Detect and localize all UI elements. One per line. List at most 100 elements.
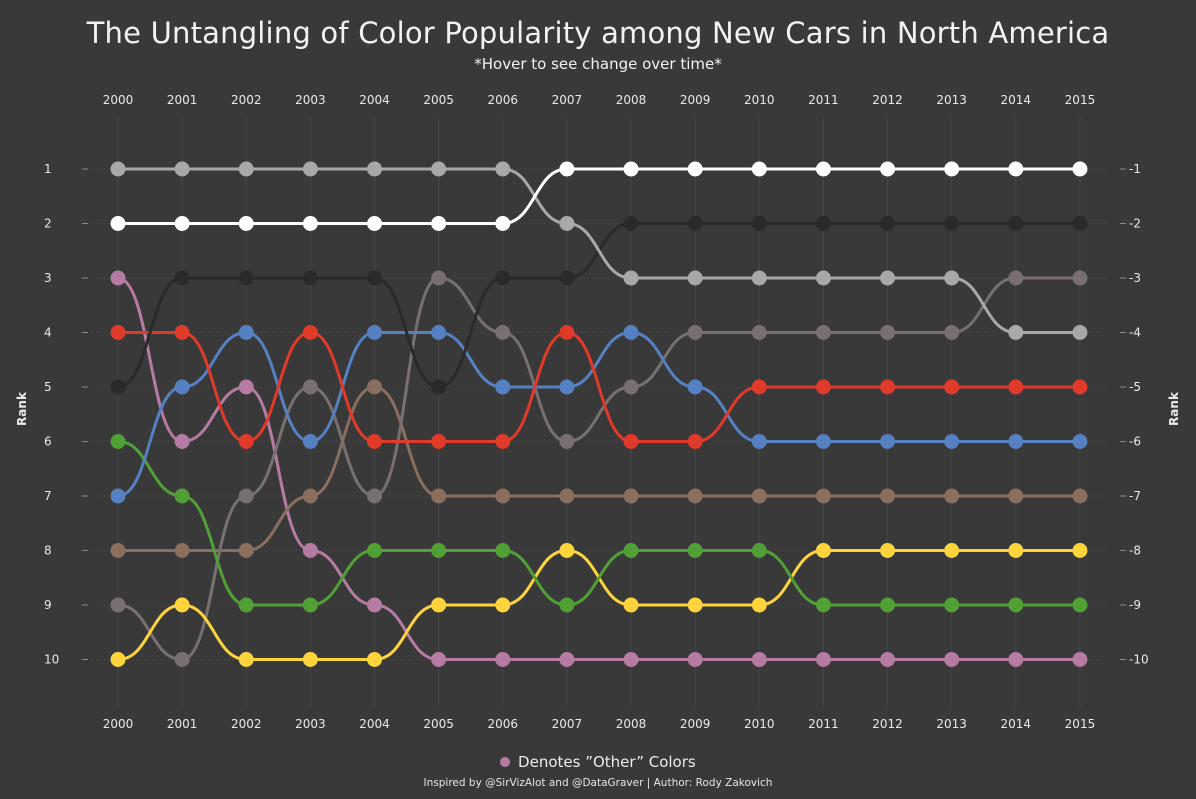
data-point[interactable]: [238, 216, 254, 231]
data-point[interactable]: [815, 488, 831, 504]
data-point[interactable]: [238, 488, 254, 504]
data-point[interactable]: [751, 379, 767, 395]
data-point[interactable]: [623, 488, 639, 504]
data-point[interactable]: [1008, 597, 1024, 613]
data-point[interactable]: [687, 161, 703, 177]
data-point[interactable]: [431, 216, 447, 231]
data-point[interactable]: [687, 216, 703, 231]
data-point[interactable]: [751, 161, 767, 177]
data-point[interactable]: [110, 216, 126, 231]
series-points[interactable]: [110, 161, 1088, 668]
data-point[interactable]: [431, 597, 447, 613]
series-line[interactable]: [116, 167, 1082, 226]
data-point[interactable]: [559, 543, 575, 558]
data-point[interactable]: [880, 325, 896, 340]
series-line[interactable]: [116, 167, 1082, 335]
data-point[interactable]: [751, 270, 767, 286]
data-point[interactable]: [751, 652, 767, 667]
series-line[interactable]: [116, 440, 1082, 607]
data-point[interactable]: [174, 270, 190, 286]
data-point[interactable]: [944, 434, 960, 449]
data-point[interactable]: [1072, 652, 1088, 667]
data-point[interactable]: [944, 543, 960, 558]
data-point[interactable]: [880, 270, 896, 286]
data-point[interactable]: [302, 543, 318, 558]
data-point[interactable]: [751, 434, 767, 449]
data-point[interactable]: [815, 216, 831, 231]
data-point[interactable]: [174, 597, 190, 613]
data-point[interactable]: [302, 270, 318, 286]
data-point[interactable]: [431, 161, 447, 177]
data-point[interactable]: [687, 652, 703, 667]
data-point[interactable]: [367, 270, 383, 286]
data-point[interactable]: [815, 325, 831, 340]
data-point[interactable]: [302, 325, 318, 340]
data-point[interactable]: [1008, 652, 1024, 667]
data-point[interactable]: [110, 488, 126, 504]
data-point[interactable]: [367, 379, 383, 395]
data-point[interactable]: [110, 379, 126, 395]
data-point[interactable]: [238, 434, 254, 449]
data-point[interactable]: [815, 543, 831, 558]
data-point[interactable]: [431, 488, 447, 504]
data-point[interactable]: [238, 161, 254, 177]
data-point[interactable]: [687, 379, 703, 395]
data-point[interactable]: [110, 325, 126, 340]
data-point[interactable]: [431, 652, 447, 667]
data-point[interactable]: [367, 216, 383, 231]
data-point[interactable]: [559, 161, 575, 177]
data-point[interactable]: [431, 325, 447, 340]
data-point[interactable]: [495, 161, 511, 177]
data-point[interactable]: [238, 325, 254, 340]
data-point[interactable]: [880, 652, 896, 667]
data-point[interactable]: [367, 488, 383, 504]
data-point[interactable]: [559, 270, 575, 286]
data-point[interactable]: [174, 652, 190, 667]
data-point[interactable]: [623, 216, 639, 231]
data-point[interactable]: [880, 597, 896, 613]
data-point[interactable]: [815, 379, 831, 395]
data-point[interactable]: [495, 434, 511, 449]
data-point[interactable]: [302, 434, 318, 449]
data-point[interactable]: [623, 434, 639, 449]
data-point[interactable]: [623, 161, 639, 177]
data-point[interactable]: [815, 652, 831, 667]
data-point[interactable]: [238, 379, 254, 395]
data-point[interactable]: [944, 488, 960, 504]
data-point[interactable]: [687, 488, 703, 504]
data-point[interactable]: [687, 434, 703, 449]
data-point[interactable]: [623, 597, 639, 613]
data-point[interactable]: [1008, 216, 1024, 231]
data-point[interactable]: [238, 543, 254, 558]
data-point[interactable]: [1008, 434, 1024, 449]
data-point[interactable]: [815, 270, 831, 286]
series-line[interactable]: [116, 276, 1082, 662]
data-point[interactable]: [174, 379, 190, 395]
data-point[interactable]: [174, 216, 190, 231]
data-point[interactable]: [751, 597, 767, 613]
data-point[interactable]: [495, 270, 511, 286]
series-lines[interactable]: [116, 167, 1082, 662]
data-point[interactable]: [559, 379, 575, 395]
data-point[interactable]: [367, 325, 383, 340]
data-point[interactable]: [880, 161, 896, 177]
data-point[interactable]: [880, 379, 896, 395]
data-point[interactable]: [174, 488, 190, 504]
data-point[interactable]: [944, 161, 960, 177]
data-point[interactable]: [880, 434, 896, 449]
data-point[interactable]: [1072, 161, 1088, 177]
data-point[interactable]: [687, 597, 703, 613]
data-point[interactable]: [944, 597, 960, 613]
data-point[interactable]: [174, 161, 190, 177]
data-point[interactable]: [110, 434, 126, 449]
data-point[interactable]: [238, 597, 254, 613]
data-point[interactable]: [367, 543, 383, 558]
series-line[interactable]: [116, 276, 1082, 662]
data-point[interactable]: [110, 652, 126, 667]
data-point[interactable]: [559, 325, 575, 340]
data-point[interactable]: [495, 597, 511, 613]
data-point[interactable]: [559, 488, 575, 504]
data-point[interactable]: [1008, 325, 1024, 340]
data-point[interactable]: [559, 434, 575, 449]
